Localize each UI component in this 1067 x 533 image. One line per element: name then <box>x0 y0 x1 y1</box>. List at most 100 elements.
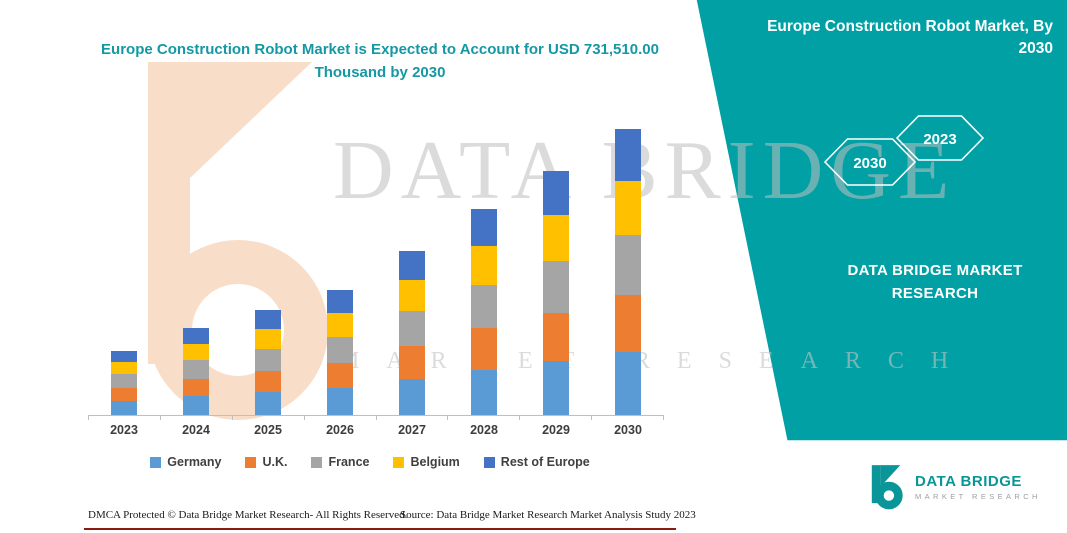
bar-segment-germany-2027 <box>399 378 425 415</box>
source-note: Source: Data Bridge Market Research Mark… <box>400 509 696 521</box>
x-axis-tick <box>447 416 449 420</box>
x-tick-label-2027: 2027 <box>398 423 426 437</box>
bar-segment-rest-of-europe-2025 <box>255 309 281 329</box>
x-axis-tick <box>231 416 233 420</box>
bar-slot-2029 <box>520 118 592 415</box>
legend-item-germany: Germany <box>150 455 221 469</box>
bar-segment-france-2024 <box>183 360 209 379</box>
bar-segment-germany-2026 <box>327 387 353 415</box>
bar-segment-france-2028 <box>471 285 497 329</box>
bar-segment-france-2025 <box>255 348 281 371</box>
x-axis-tick <box>303 416 305 420</box>
bar-segment-belgium-2027 <box>399 280 425 312</box>
bar-segment-rest-of-europe-2024 <box>183 328 209 344</box>
bar-segment-belgium-2029 <box>543 214 569 262</box>
bottom-divider-rule <box>84 528 676 530</box>
x-axis-tick <box>663 416 664 420</box>
legend-marker-belgium <box>393 456 405 468</box>
legend-item-rest-of-europe: Rest of Europe <box>483 455 590 469</box>
bar-slot-2025 <box>232 118 304 415</box>
stacked-bar-2030 <box>615 129 641 415</box>
bar-segment-u-k-2024 <box>183 378 209 396</box>
bar-segment-rest-of-europe-2030 <box>615 129 641 181</box>
x-axis-tick <box>519 416 521 420</box>
bar-segment-france-2026 <box>327 336 353 363</box>
watermark-brand-logo <box>148 62 328 420</box>
footer-brand-text: DATA BRIDGE MARKET RESEARCH <box>915 473 1041 501</box>
bar-segment-belgium-2023 <box>111 362 137 375</box>
side-panel-brand-text: DATA BRIDGE MARKET RESEARCH <box>847 262 1023 302</box>
stacked-bar-2028 <box>471 208 497 415</box>
bars-area <box>88 118 664 415</box>
stacked-bar-2027 <box>399 250 425 415</box>
bar-segment-france-2023 <box>111 374 137 388</box>
stacked-bar-2026 <box>327 290 353 415</box>
bar-segment-france-2030 <box>615 234 641 295</box>
bar-segment-u-k-2025 <box>255 370 281 392</box>
bar-segment-germany-2029 <box>543 361 569 415</box>
watermark-text-market-research: MARKET RESEARCH <box>338 348 976 374</box>
bar-segment-belgium-2026 <box>327 312 353 337</box>
bar-segment-germany-2024 <box>183 395 209 415</box>
legend-item-belgium: Belgium <box>393 455 460 469</box>
bar-segment-rest-of-europe-2027 <box>399 250 425 281</box>
bar-slot-2027 <box>376 118 448 415</box>
x-tick-label-2026: 2026 <box>326 423 354 437</box>
legend-item-france: France <box>311 455 369 469</box>
legend-marker-u-k <box>245 456 257 468</box>
bar-segment-germany-2023 <box>111 400 137 415</box>
footer-brand-logo: DATA BRIDGE MARKET RESEARCH <box>868 462 1041 512</box>
bar-segment-germany-2028 <box>471 369 497 415</box>
legend-marker-rest-of-europe <box>483 456 495 468</box>
x-tick-label-2025: 2025 <box>254 423 282 437</box>
x-tick-label-2024: 2024 <box>182 423 210 437</box>
bar-segment-rest-of-europe-2023 <box>111 350 137 363</box>
bar-segment-belgium-2028 <box>471 245 497 286</box>
x-tick-label-2030: 2030 <box>614 423 642 437</box>
stacked-bar-2029 <box>543 170 569 415</box>
stacked-bar-2025 <box>255 309 281 415</box>
x-axis-tick <box>159 416 161 420</box>
legend-label-france: France <box>328 455 370 469</box>
hexagon-2030-label: 2030 <box>853 155 886 172</box>
x-axis-tick <box>591 416 593 420</box>
stacked-bar-2023 <box>111 350 137 415</box>
bar-segment-u-k-2027 <box>399 345 425 379</box>
chart-title: Europe Construction Robot Market is Expe… <box>101 41 659 82</box>
x-tick-label-2028: 2028 <box>470 423 498 437</box>
bar-slot-2023 <box>88 118 160 415</box>
bar-segment-u-k-2023 <box>111 387 137 401</box>
stacked-bar-2024 <box>183 328 209 415</box>
bar-slot-2028 <box>448 118 520 415</box>
dmca-notice: DMCA Protected © Data Bridge Market Rese… <box>88 509 408 521</box>
bar-slot-2026 <box>304 118 376 415</box>
data-bridge-icon <box>871 465 903 510</box>
year-hexagons: 2023 2030 <box>823 115 985 186</box>
legend-label-u-k: U.K. <box>262 455 288 469</box>
bar-slot-2030 <box>592 118 664 415</box>
bar-segment-belgium-2025 <box>255 328 281 349</box>
x-tick-label-2023: 2023 <box>110 423 138 437</box>
bar-segment-rest-of-europe-2028 <box>471 208 497 246</box>
x-tick-label-2029: 2029 <box>542 423 570 437</box>
footer-brand-name: DATA BRIDGE <box>915 473 1022 490</box>
hexagon-2030-outline <box>823 138 917 186</box>
bar-segment-france-2029 <box>543 261 569 313</box>
x-axis-tick <box>88 416 89 420</box>
legend-item-u-k: U.K. <box>245 455 287 469</box>
bar-segment-germany-2025 <box>255 391 281 415</box>
x-axis-labels: 2023 2024 2025 2026 2027 2028 2029 2030 <box>88 423 664 437</box>
chart-legend: Germany U.K. France Belgium Rest of Europe <box>60 455 680 469</box>
legend-marker-germany <box>150 456 162 468</box>
bar-segment-u-k-2030 <box>615 294 641 353</box>
hexagon-2023-label: 2023 <box>923 131 956 148</box>
bar-segment-u-k-2028 <box>471 328 497 370</box>
legend-marker-france <box>311 456 323 468</box>
bar-segment-germany-2030 <box>615 352 641 415</box>
legend-label-belgium: Belgium <box>410 455 460 469</box>
x-axis-line <box>88 415 664 416</box>
bar-segment-belgium-2024 <box>183 343 209 361</box>
bar-segment-rest-of-europe-2029 <box>543 170 569 215</box>
legend-label-rest-of-europe: Rest of Europe <box>500 455 590 469</box>
